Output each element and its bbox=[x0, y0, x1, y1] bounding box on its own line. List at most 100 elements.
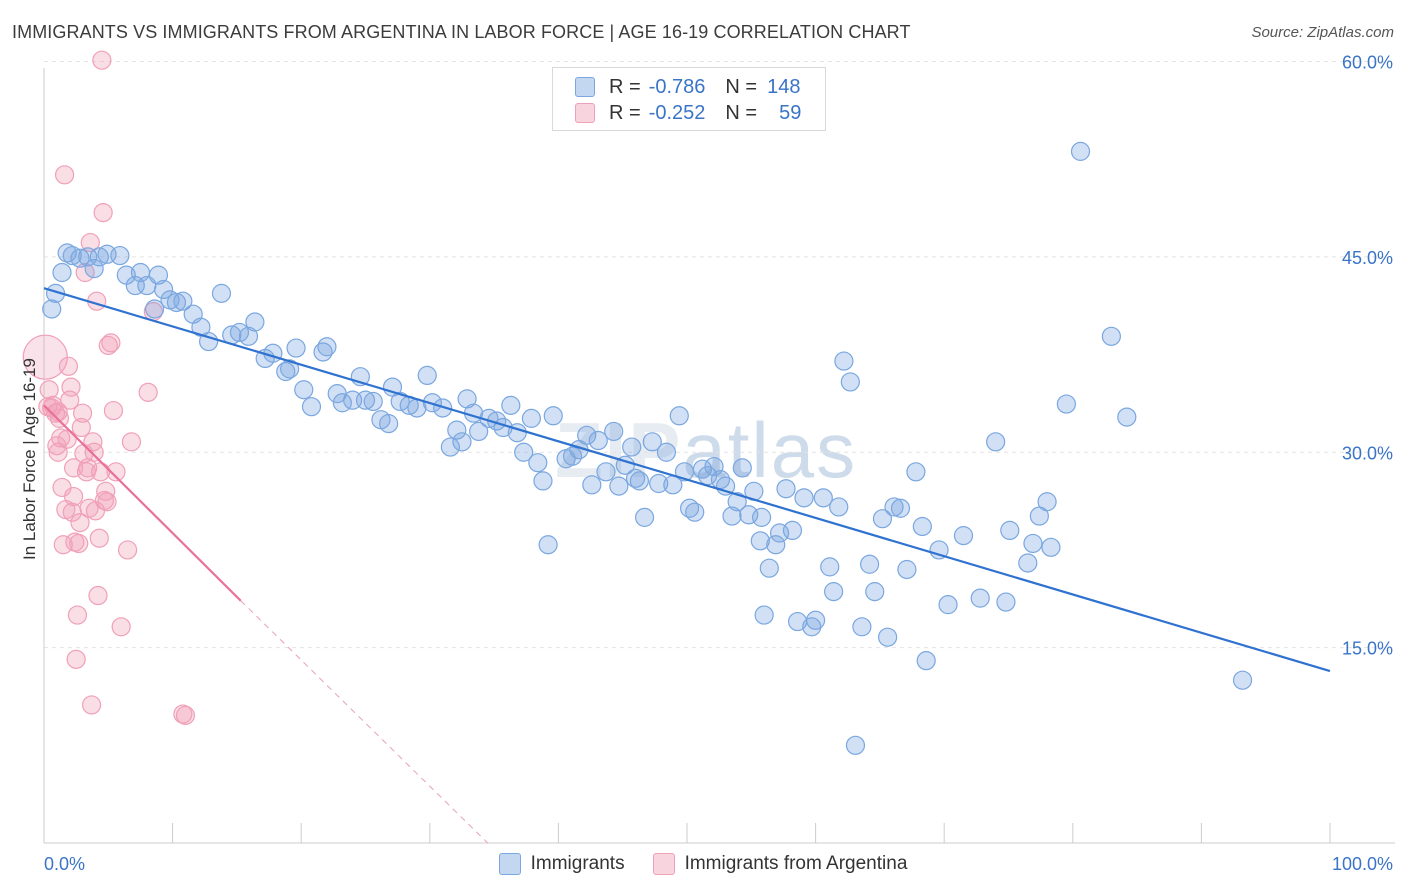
point-argentina bbox=[63, 486, 84, 507]
point-immigrants bbox=[649, 473, 669, 494]
point-immigrants bbox=[521, 408, 541, 428]
point-immigrants bbox=[70, 248, 90, 268]
point-argentina bbox=[69, 533, 89, 554]
point-immigrants bbox=[1000, 520, 1020, 541]
point-immigrants bbox=[669, 406, 689, 426]
point-immigrants bbox=[533, 471, 553, 491]
series-immigrants-points bbox=[42, 141, 1253, 755]
point-immigrants bbox=[238, 326, 259, 346]
point-immigrants bbox=[588, 430, 608, 451]
point-immigrants bbox=[834, 351, 854, 371]
point-argentina bbox=[39, 380, 59, 400]
point-immigrants bbox=[153, 279, 174, 300]
point-argentina bbox=[111, 617, 131, 637]
point-immigrants bbox=[457, 389, 477, 409]
point-argentina bbox=[103, 400, 124, 421]
series-argentina-points bbox=[22, 50, 196, 725]
y-tick-label: 15.0% bbox=[1342, 639, 1393, 659]
point-immigrants bbox=[872, 509, 893, 529]
point-argentina bbox=[175, 705, 196, 725]
point-immigrants bbox=[452, 432, 472, 452]
point-immigrants bbox=[538, 535, 558, 555]
point-argentina bbox=[101, 333, 121, 353]
point-argentina bbox=[96, 481, 116, 501]
point-immigrants bbox=[199, 331, 219, 352]
point-argentina bbox=[63, 458, 84, 478]
point-immigrants bbox=[642, 432, 662, 452]
x-tick-label: 100.0% bbox=[1332, 854, 1393, 874]
y-tick-label: 60.0% bbox=[1342, 53, 1393, 73]
point-argentina bbox=[117, 540, 138, 560]
legend-label-argentina: Immigrants from Argentina bbox=[684, 853, 908, 874]
point-immigrants bbox=[1023, 533, 1043, 554]
watermark: ZIPatlas bbox=[555, 405, 857, 496]
point-immigrants bbox=[596, 462, 616, 482]
point-immigrants bbox=[625, 468, 646, 488]
point-argentina bbox=[71, 417, 91, 438]
n-label: N = bbox=[725, 101, 758, 124]
point-argentina bbox=[106, 462, 126, 482]
point-immigrants bbox=[865, 582, 885, 602]
point-immigrants bbox=[1018, 553, 1038, 573]
point-argentina bbox=[53, 535, 73, 555]
point-immigrants bbox=[727, 492, 747, 512]
point-immigrants bbox=[890, 498, 911, 518]
point-immigrants bbox=[722, 506, 742, 526]
stats-legend: R = -0.786 N = 148 R = -0.252 N = 59 bbox=[552, 67, 826, 131]
point-immigrants bbox=[501, 395, 521, 415]
point-immigrants bbox=[996, 592, 1016, 612]
point-immigrants bbox=[301, 397, 322, 417]
point-immigrants bbox=[750, 531, 770, 551]
point-immigrants bbox=[313, 342, 333, 362]
point-immigrants bbox=[577, 425, 597, 445]
point-immigrants bbox=[813, 488, 833, 508]
point-immigrants bbox=[916, 651, 936, 671]
point-immigrants bbox=[379, 414, 399, 434]
point-argentina bbox=[92, 50, 112, 70]
point-immigrants bbox=[820, 557, 840, 577]
point-immigrants bbox=[1101, 326, 1121, 346]
point-immigrants bbox=[317, 337, 337, 357]
r-label: R = bbox=[609, 101, 641, 124]
trend-line-argentina-extrapolated bbox=[240, 600, 489, 844]
point-immigrants bbox=[447, 420, 467, 440]
point-argentina bbox=[89, 528, 109, 548]
point-immigrants bbox=[776, 479, 796, 499]
point-immigrants bbox=[685, 502, 705, 522]
point-immigrants bbox=[514, 442, 534, 462]
point-immigrants bbox=[824, 582, 844, 602]
point-argentina bbox=[58, 356, 79, 376]
r-value: -0.786 bbox=[648, 75, 706, 98]
x-tick-label: 0.0% bbox=[44, 854, 85, 874]
point-immigrants bbox=[751, 507, 772, 527]
point-argentina bbox=[83, 432, 103, 452]
point-immigrants bbox=[78, 247, 98, 267]
point-immigrants bbox=[62, 245, 82, 266]
point-immigrants bbox=[1232, 670, 1253, 690]
point-immigrants bbox=[622, 437, 642, 457]
point-immigrants bbox=[280, 359, 300, 379]
point-immigrants bbox=[953, 526, 974, 546]
point-argentina bbox=[81, 695, 102, 715]
point-immigrants bbox=[42, 299, 62, 319]
point-immigrants bbox=[543, 406, 563, 426]
point-immigrants bbox=[363, 391, 383, 412]
n-value: 59 bbox=[779, 101, 802, 124]
point-immigrants bbox=[970, 588, 990, 608]
point-immigrants bbox=[759, 558, 779, 578]
point-immigrants bbox=[878, 627, 898, 647]
point-immigrants bbox=[634, 507, 655, 527]
point-argentina bbox=[88, 585, 108, 606]
legend-item-immigrants[interactable]: Immigrants bbox=[498, 853, 625, 875]
point-immigrants bbox=[754, 605, 774, 625]
stats-row-argentina: R = -0.252 N = 59 bbox=[575, 100, 801, 126]
point-argentina bbox=[49, 408, 70, 428]
point-argentina bbox=[54, 165, 75, 185]
point-immigrants bbox=[656, 442, 677, 462]
point-immigrants bbox=[852, 617, 872, 637]
y-tick-label: 30.0% bbox=[1342, 443, 1393, 463]
point-immigrants bbox=[528, 453, 548, 473]
legend-item-argentina[interactable]: Immigrants from Argentina bbox=[652, 853, 908, 875]
point-immigrants bbox=[52, 262, 72, 283]
point-immigrants bbox=[1070, 141, 1091, 161]
